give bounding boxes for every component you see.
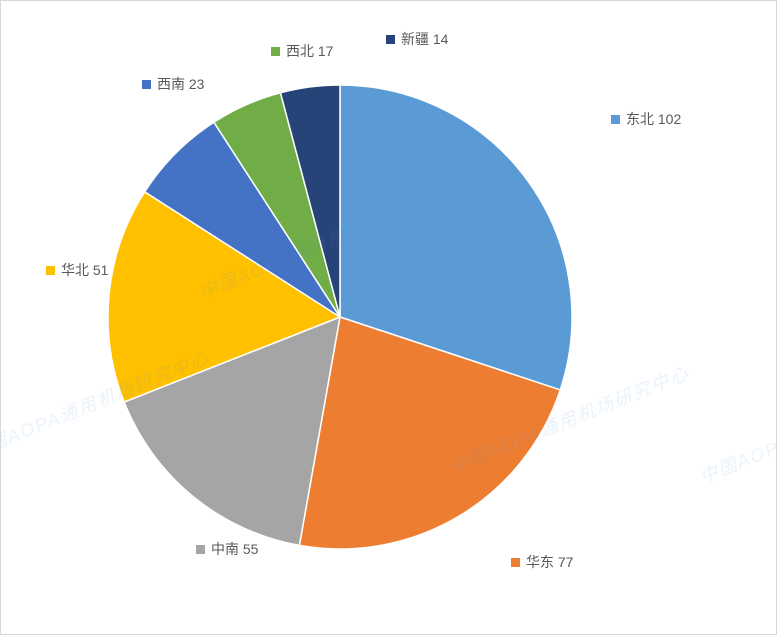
slice-label-huabei: 华北 51 [46, 260, 108, 280]
marker-icon [46, 266, 55, 275]
marker-icon [511, 558, 520, 567]
slice-value: 51 [93, 262, 109, 278]
marker-icon [386, 35, 395, 44]
slice-text: 新疆 [401, 29, 429, 49]
slice-label-dongbei: 东北 102 [611, 109, 681, 129]
marker-icon [271, 47, 280, 56]
pie-chart-svg [1, 1, 777, 636]
slice-value: 55 [243, 541, 259, 557]
pie-chart-container: 东北 102 华东 77 中南 55 华北 51 西南 23 西北 17 新疆 … [1, 1, 776, 634]
marker-icon [611, 115, 620, 124]
slice-label-xinan: 西南 23 [142, 74, 204, 94]
slice-value: 77 [558, 554, 574, 570]
slice-text: 中南 [211, 539, 239, 559]
slice-value: 23 [189, 76, 205, 92]
slice-text: 西北 [286, 41, 314, 61]
slice-text: 西南 [157, 74, 185, 94]
slice-label-xibei: 西北 17 [271, 41, 333, 61]
marker-icon [196, 545, 205, 554]
slice-value: 14 [433, 31, 449, 47]
slice-text: 华东 [526, 552, 554, 572]
slice-text: 东北 [626, 109, 654, 129]
slice-label-xinjiang: 新疆 14 [386, 29, 448, 49]
slice-label-zhongnan: 中南 55 [196, 539, 258, 559]
marker-icon [142, 80, 151, 89]
slice-value: 102 [658, 111, 681, 127]
slice-text: 华北 [61, 260, 89, 280]
slice-value: 17 [318, 43, 334, 59]
slice-label-huadong: 华东 77 [511, 552, 573, 572]
